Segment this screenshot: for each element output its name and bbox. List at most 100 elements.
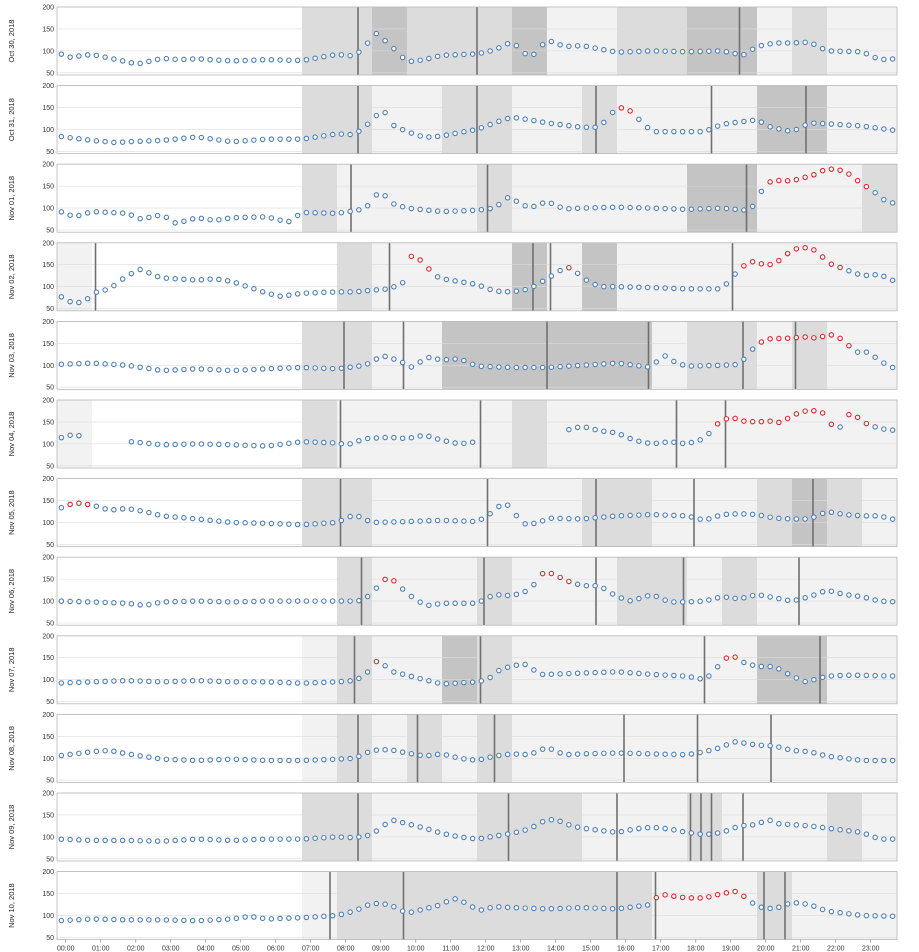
reading-point	[461, 600, 467, 607]
reading-point	[767, 594, 773, 600]
reading-point	[137, 917, 143, 923]
hour-band	[652, 85, 722, 154]
hour-band	[407, 714, 442, 783]
reading-point	[382, 109, 388, 116]
reading-point	[618, 432, 625, 438]
reading-point	[391, 434, 397, 441]
reading-point	[636, 750, 642, 757]
reading-point	[329, 440, 336, 446]
y-tick-label: 200	[42, 712, 54, 719]
reading-point	[767, 124, 773, 130]
reading-point	[181, 837, 187, 843]
hour-band	[827, 7, 897, 75]
high-reading-point	[758, 261, 765, 267]
reading-point	[434, 902, 441, 909]
reading-point	[294, 439, 301, 445]
reading-point	[767, 514, 773, 520]
panel-date-label: Oct 30, 2018	[7, 20, 16, 63]
hour-band	[582, 7, 617, 75]
reading-point	[268, 679, 275, 685]
reading-point	[251, 214, 257, 220]
reading-point	[443, 52, 450, 58]
reading-point	[767, 743, 773, 749]
panel-frame	[56, 242, 898, 312]
reading-point	[329, 289, 336, 295]
high-reading-point	[662, 892, 668, 898]
reading-point	[84, 749, 91, 755]
reading-point	[627, 284, 633, 290]
reading-point	[233, 837, 240, 843]
reading-point	[723, 362, 730, 368]
hour-band	[407, 321, 442, 390]
hour-band	[862, 478, 897, 547]
reading-point	[373, 900, 380, 907]
reading-point	[496, 503, 502, 510]
reading-point	[189, 366, 196, 372]
reading-point	[811, 750, 817, 756]
reading-point	[854, 757, 861, 763]
high-reading-point	[653, 894, 660, 901]
y-tick-label: 50	[46, 385, 54, 392]
reading-point	[417, 133, 423, 139]
reading-point	[636, 670, 642, 677]
reading-point	[452, 52, 458, 58]
reading-point	[181, 366, 187, 373]
reading-point	[452, 518, 458, 524]
reading-point	[802, 39, 808, 46]
reading-point	[574, 670, 581, 677]
reading-point	[207, 598, 213, 605]
reading-point	[391, 356, 397, 362]
reading-point	[487, 205, 493, 212]
reading-point	[679, 599, 686, 605]
panel-9: 50 100 150 200 Nov 08, 2018	[7, 712, 898, 785]
reading-point	[566, 43, 572, 50]
reading-point	[496, 752, 502, 759]
y-tick-label: 100	[42, 599, 54, 606]
reading-point	[496, 904, 502, 910]
reading-point	[224, 277, 231, 284]
reading-point	[443, 132, 450, 138]
reading-point	[653, 284, 660, 291]
reading-point	[76, 598, 82, 605]
reading-point	[364, 121, 371, 127]
reading-point	[321, 679, 327, 686]
reading-point	[67, 679, 73, 686]
y-tick-label: 150	[42, 341, 54, 348]
reading-point	[259, 679, 266, 685]
hour-band	[477, 400, 512, 468]
high-reading-point	[426, 266, 432, 272]
reading-point	[434, 829, 441, 835]
reading-point	[163, 214, 170, 221]
hour-band	[687, 871, 722, 940]
hour-band	[337, 478, 372, 547]
reading-point	[356, 288, 362, 295]
hour-band	[827, 85, 862, 154]
reading-point	[854, 512, 861, 519]
high-reading-point	[749, 418, 756, 425]
hour-band	[302, 635, 337, 704]
x-tick-label: 15:00	[582, 946, 600, 952]
reading-point	[706, 597, 712, 603]
reading-point	[137, 602, 143, 608]
reading-point	[452, 754, 458, 760]
hour-band	[337, 85, 372, 154]
reading-point	[802, 122, 808, 128]
reading-point	[181, 441, 187, 447]
reading-point	[347, 131, 353, 138]
hour-band	[862, 793, 897, 861]
y-tick-label: 50	[46, 70, 54, 77]
reading-point	[67, 836, 73, 843]
reading-point	[198, 836, 205, 842]
reading-point	[618, 360, 625, 367]
reading-point	[137, 215, 143, 222]
reading-point	[434, 601, 441, 607]
reading-point	[172, 756, 178, 763]
reading-point	[321, 520, 327, 527]
hour-band	[617, 85, 652, 154]
reading-point	[102, 138, 108, 145]
panel-date-label: Nov 05, 2018	[7, 490, 16, 535]
reading-point	[714, 205, 721, 211]
reading-point	[776, 595, 782, 602]
reading-point	[399, 54, 406, 61]
reading-point	[76, 53, 82, 59]
